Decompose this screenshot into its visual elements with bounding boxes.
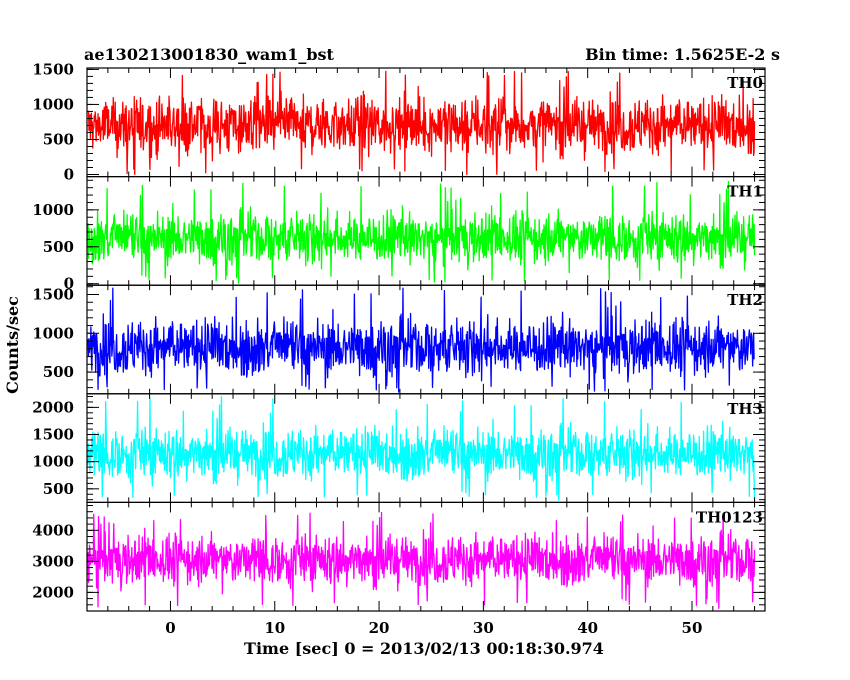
y-tick-label: 1500 xyxy=(32,286,74,304)
x-tick-label: 20 xyxy=(369,619,390,637)
panel-th2: 500 1000 1500 TH2 xyxy=(32,285,765,394)
y-tick-label: 0 xyxy=(64,165,74,183)
y-tick-label: 1500 xyxy=(32,60,74,78)
panel-label-th0123: TH0123 xyxy=(696,508,763,526)
x-tick-label: 50 xyxy=(682,619,703,637)
y-tick-label: 1000 xyxy=(32,95,74,113)
series-line-th1 xyxy=(88,182,755,284)
y-tick-label: 500 xyxy=(43,238,74,256)
y-tick-label: 1000 xyxy=(32,453,74,471)
plot-title-right: Bin time: 1.5625E-2 s xyxy=(585,45,780,64)
y-tick-label: 3000 xyxy=(32,552,74,570)
y-tick-label: 500 xyxy=(43,363,74,381)
panel-th0: 0 500 1000 1500 TH0 xyxy=(32,60,765,183)
y-tick-label: 1000 xyxy=(32,201,74,219)
plot-title-left: ae130213001830_wam1_bst xyxy=(84,45,335,64)
panel-label-th1: TH1 xyxy=(727,183,763,201)
x-tick-label: 0 xyxy=(165,619,175,637)
series-line-th0 xyxy=(88,71,755,174)
y-tick-label: 1500 xyxy=(32,426,74,444)
y-axis-label: Counts/sec xyxy=(3,296,22,394)
panel-th0123: 2000 3000 4000 TH0123 xyxy=(32,502,765,611)
y-tick-label: 500 xyxy=(43,130,74,148)
panel-label-th0: TH0 xyxy=(727,74,763,92)
x-tick-label: 10 xyxy=(264,619,285,637)
series-line-th3 xyxy=(88,397,755,500)
x-axis-tick-labels: 0 10 20 30 40 50 xyxy=(165,619,702,637)
y-tick-label: 2000 xyxy=(32,583,74,601)
y-tick-label: 1000 xyxy=(32,324,74,342)
panel-th3: 500 1000 1500 2000 TH3 xyxy=(32,394,765,503)
panel-label-th3: TH3 xyxy=(727,400,763,418)
x-tick-label: 40 xyxy=(577,619,598,637)
series-line-th2 xyxy=(88,288,755,392)
panel-label-th2: TH2 xyxy=(727,291,763,309)
y-tick-label: 500 xyxy=(43,480,74,498)
y-tick-label: 2000 xyxy=(32,398,74,416)
series-line-th0123 xyxy=(88,513,755,609)
x-tick-label: 30 xyxy=(473,619,494,637)
y-tick-label: 4000 xyxy=(32,521,74,539)
x-axis-label: Time [sec] 0 = 2013/02/13 00:18:30.974 xyxy=(244,639,604,658)
